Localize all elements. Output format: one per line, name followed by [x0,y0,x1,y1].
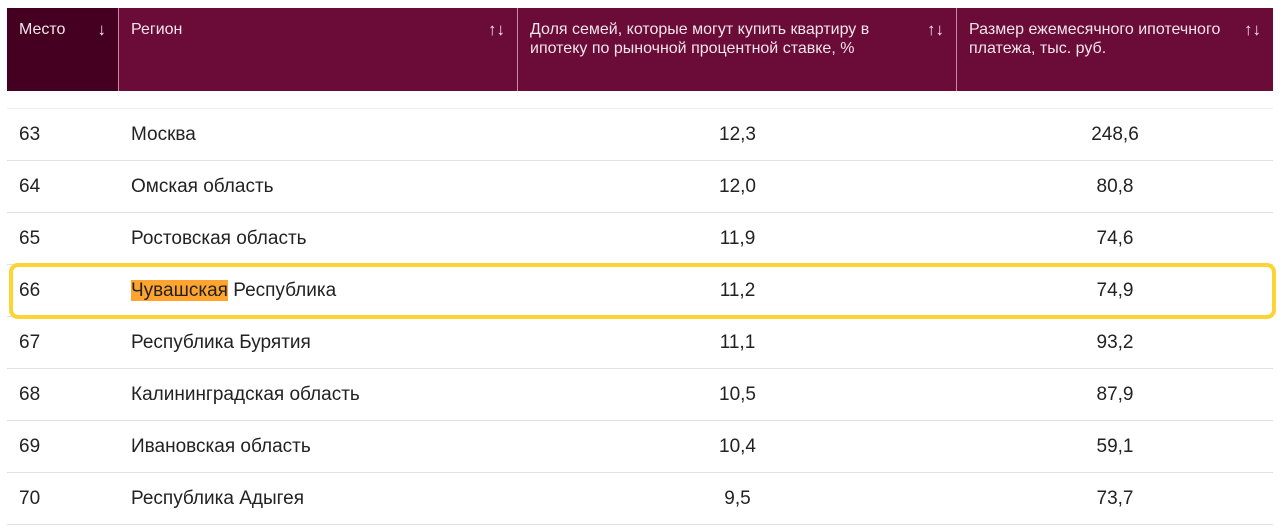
share-cell: 11,9 [719,227,756,249]
share-cell: 10,5 [719,383,756,405]
region-cell: Омская область [131,175,274,197]
table-row-highlighted: 66 Чувашская Республика 11,2 74,9 [7,265,1273,317]
payment-cell: 80,8 [1096,175,1134,197]
table-row: 68 Калининградская область 10,5 87,9 [7,369,1273,421]
column-header-region[interactable]: Регион ↑↓ [119,8,518,91]
column-label: Место [19,21,66,38]
share-cell: 12,3 [719,123,756,145]
column-label: Регион [131,21,183,38]
payment-cell: 73,7 [1096,487,1134,509]
column-header-share[interactable]: Доля семей, которые могут купить квартир… [518,8,957,91]
region-cell: Республика Бурятия [131,331,311,353]
sort-icon[interactable]: ↑↓ [927,20,944,39]
place-cell: 65 [19,227,41,249]
place-cell: 67 [19,331,41,353]
table-body: 63 Москва 12,3 248,6 64 Омская область 12,0 80… [7,108,1273,525]
place-cell: 64 [19,175,41,197]
region-cell: Республика Адыгея [131,487,304,509]
column-header-payment[interactable]: Размер ежемесячного ипотечного платежа, … [957,8,1273,91]
sort-icon[interactable]: ↑↓ [488,20,505,39]
place-cell: 63 [19,123,41,145]
sort-desc-icon[interactable]: ↓ [97,20,107,39]
column-label: Размер ежемесячного ипотечного платежа, … [969,21,1221,57]
payment-cell: 59,1 [1096,435,1134,457]
table-row: 63 Москва 12,3 248,6 [7,109,1273,161]
share-cell: 12,0 [719,175,756,197]
place-cell: 66 [19,279,41,301]
table-row: 70 Республика Адыгея 9,5 73,7 [7,473,1273,525]
payment-cell: 248,6 [1091,123,1139,145]
table-header: Место ↓ Регион ↑↓ Доля семей, которые могу… [7,8,1273,91]
region-cell: Ростовская область [131,227,307,249]
table-row: 67 Республика Бурятия 11,1 93,2 [7,317,1273,369]
place-cell: 68 [19,383,41,405]
table-row: 64 Омская область 12,0 80,8 [7,161,1273,213]
share-cell: 11,1 [719,331,756,353]
payment-cell: 74,6 [1096,227,1134,249]
region-cell: Ивановская область [131,435,311,457]
region-cell: Москва [131,123,196,145]
payment-cell: 87,9 [1096,383,1134,405]
region-cell: Чувашская Республика [119,279,518,302]
payment-cell: 74,9 [1096,279,1134,301]
place-cell: 69 [19,435,41,457]
share-cell: 10,4 [719,435,756,457]
sort-icon[interactable]: ↑↓ [1244,20,1261,39]
table-row: 69 Ивановская область 10,4 59,1 [7,421,1273,473]
region-cell: Калининградская область [131,383,360,405]
search-highlight: Чувашская [131,279,228,301]
column-label: Доля семей, которые могут купить квартир… [530,21,870,57]
column-header-place[interactable]: Место ↓ [7,8,119,91]
payment-cell: 93,2 [1096,331,1134,353]
share-cell: 11,2 [719,279,756,301]
region-rest: Республика [227,279,337,301]
place-cell: 70 [19,487,41,509]
table-row: 65 Ростовская область 11,9 74,6 [7,213,1273,265]
share-cell: 9,5 [724,487,751,509]
